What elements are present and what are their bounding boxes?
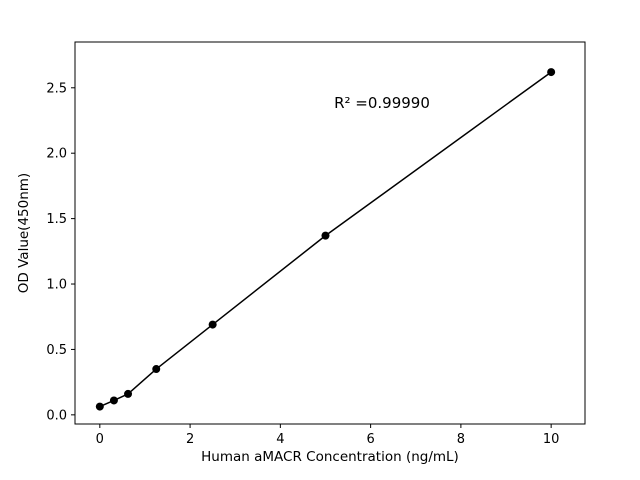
r-squared-annotation: R² =0.99990: [334, 94, 430, 112]
data-point: [152, 365, 161, 374]
x-tick-label: 4: [276, 432, 284, 447]
x-tick-label: 10: [543, 432, 560, 447]
x-axis-label: Human aMACR Concentration (ng/mL): [201, 449, 459, 465]
data-point: [547, 68, 556, 77]
y-tick-label: 2.5: [46, 81, 67, 96]
data-point: [95, 402, 104, 411]
x-tick-label: 0: [96, 432, 104, 447]
data-point: [109, 396, 118, 405]
x-tick-label: 6: [366, 432, 374, 447]
y-axis-label: OD Value(450nm): [16, 173, 32, 293]
y-tick-label: 1.0: [46, 278, 67, 293]
data-point: [321, 231, 330, 240]
plot-area: 0 2 4 6 8 10 0.0 0.5 1.0 1.5 2.0 2.5: [46, 41, 586, 447]
y-tick-label: 0.0: [46, 408, 67, 423]
x-tick-label: 2: [186, 432, 194, 447]
y-tick-label: 0.5: [46, 343, 67, 358]
data-point: [124, 389, 133, 398]
data-point: [208, 320, 217, 329]
axes-spines: [74, 41, 586, 425]
x-tick-label: 8: [457, 432, 465, 447]
y-tick-label: 2.0: [46, 147, 67, 162]
y-tick-label: 1.5: [46, 212, 67, 227]
